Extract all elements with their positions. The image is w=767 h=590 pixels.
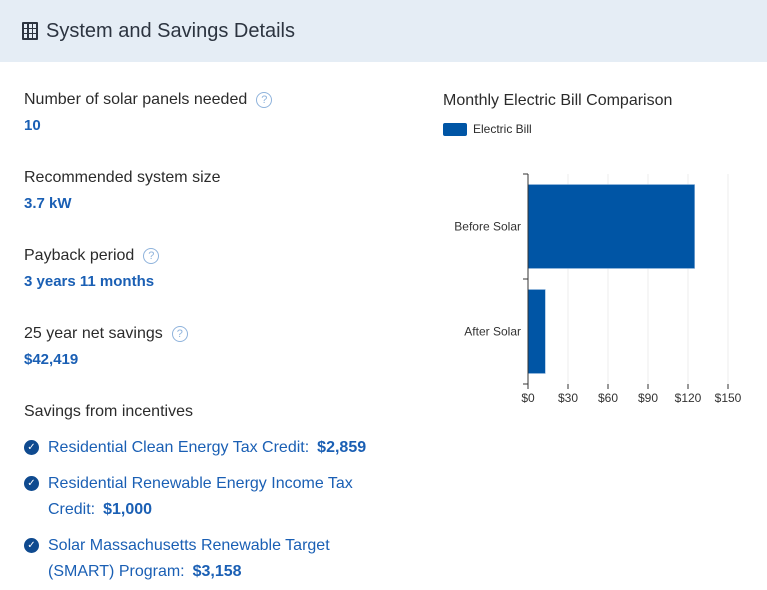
check-circle-icon: ✓	[24, 538, 39, 553]
y-tick-label: Before Solar	[454, 220, 521, 234]
incentive-amount: $2,859	[317, 439, 367, 456]
bar-before-solar[interactable]	[527, 184, 695, 269]
incentive-item: ✓ Residential Clean Energy Tax Credit: $2…	[24, 435, 384, 461]
check-circle-icon: ✓	[24, 476, 39, 491]
detail-net-savings: 25 year net savings? $42,419	[24, 325, 188, 368]
detail-value: 10	[24, 117, 41, 134]
section-header: System and Savings Details	[0, 0, 767, 62]
x-tick-label: $30	[558, 391, 578, 405]
help-icon[interactable]: ?	[256, 92, 273, 108]
incentive-item: ✓ Solar Massachusetts Renewable Target (…	[24, 533, 354, 585]
detail-value: 3 years 11 months	[24, 273, 155, 290]
detail-label: Number of solar panels needed	[24, 91, 248, 108]
detail-label: Recommended system size	[24, 169, 221, 186]
incentive-item: ✓ Residential Renewable Energy Income Ta…	[24, 471, 374, 523]
section-title: System and Savings Details	[46, 19, 296, 42]
legend-swatch	[443, 122, 467, 136]
help-icon[interactable]: ?	[171, 326, 188, 342]
table-grid-icon	[22, 22, 38, 40]
detail-label: 25 year net savings	[24, 325, 163, 342]
incentives-title: Savings from incentives	[24, 403, 193, 420]
x-tick-label: $0	[521, 391, 535, 405]
incentive-link[interactable]: Residential Renewable Energy Income Tax …	[48, 475, 353, 518]
x-tick-label: $150	[715, 391, 742, 405]
chart-title: Monthly Electric Bill Comparison	[443, 92, 673, 109]
check-circle-icon: ✓	[24, 440, 39, 455]
legend-label: Electric Bill	[473, 122, 532, 136]
incentive-amount: $1,000	[103, 501, 153, 518]
x-tick-label: $60	[598, 391, 618, 405]
detail-label: Payback period	[24, 247, 135, 264]
incentives-section: Savings from incentives	[24, 403, 193, 421]
incentive-amount: $3,158	[192, 563, 242, 580]
detail-value: $42,419	[24, 351, 79, 368]
detail-value: 3.7 kW	[24, 195, 72, 212]
detail-system-size: Recommended system size 3.7 kW	[24, 169, 221, 212]
help-icon[interactable]: ?	[143, 248, 160, 264]
bar-after-solar[interactable]	[527, 289, 546, 374]
chart-legend[interactable]: Electric Bill	[443, 122, 532, 136]
y-tick-label: After Solar	[464, 325, 521, 339]
x-tick-label: $120	[675, 391, 702, 405]
incentive-link[interactable]: Solar Massachusetts Renewable Target (SM…	[48, 537, 330, 580]
detail-payback: Payback period? 3 years 11 months	[24, 247, 160, 290]
x-tick-label: $90	[638, 391, 658, 405]
incentive-link[interactable]: Residential Clean Energy Tax Credit:	[48, 439, 310, 456]
detail-panels: Number of solar panels needed? 10	[24, 91, 273, 134]
